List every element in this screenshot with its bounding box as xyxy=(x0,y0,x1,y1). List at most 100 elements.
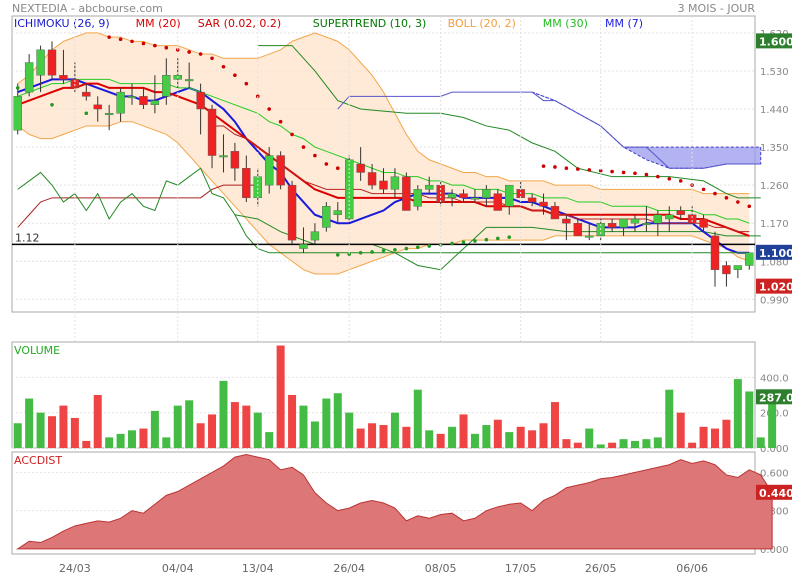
volume-bar xyxy=(516,426,525,448)
sar-dot xyxy=(15,86,20,90)
volume-bar xyxy=(379,425,388,448)
y-tick-label: 0.990 xyxy=(760,295,789,306)
y-tick-label: 0.000 xyxy=(760,545,789,556)
candle-body xyxy=(104,113,114,115)
candle-body xyxy=(310,231,320,241)
x-tick-label: 17/05 xyxy=(505,562,537,575)
candle-body xyxy=(299,244,308,249)
candle-body xyxy=(356,163,365,173)
candle-body xyxy=(367,172,377,186)
volume-bar xyxy=(116,433,125,448)
candle-body xyxy=(230,151,240,169)
sar-dot xyxy=(233,73,237,77)
sar-dot xyxy=(198,52,203,56)
sar-dot xyxy=(393,248,397,252)
y-tick-label: 1.170 xyxy=(760,219,789,230)
page-title: NEXTEDIA - abcbourse.com xyxy=(12,2,163,15)
volume-bar xyxy=(676,412,685,448)
series-line xyxy=(17,167,750,254)
x-tick-label: 26/04 xyxy=(333,562,365,575)
sar-dot xyxy=(598,168,603,173)
volume-bar xyxy=(219,380,228,448)
volume-bar xyxy=(688,442,697,448)
y-tick-label: 1.440 xyxy=(760,105,789,116)
sar-dot xyxy=(701,187,706,192)
sar-dot xyxy=(415,245,420,250)
candle-body xyxy=(287,184,297,241)
indicator-line xyxy=(337,91,761,169)
bollinger-line xyxy=(17,32,750,195)
sar-dot xyxy=(404,246,409,251)
candle-body xyxy=(539,201,548,207)
candle-body xyxy=(70,79,80,89)
candle-body xyxy=(527,197,537,203)
sar-dot xyxy=(370,250,374,254)
value-tag-label: 287.0 xyxy=(759,391,794,404)
legend-item: BOLL (20, 2) xyxy=(448,17,516,30)
volume-bar xyxy=(368,423,377,448)
candle-body xyxy=(390,176,400,190)
sar-dot xyxy=(667,177,672,181)
sar-dot xyxy=(50,103,54,107)
volume-bar xyxy=(299,405,308,448)
candle-body xyxy=(82,91,91,97)
candle-body xyxy=(36,49,45,76)
accdist-area xyxy=(16,454,773,550)
volume-bar xyxy=(288,395,297,448)
sar-dot xyxy=(381,248,386,253)
candle-body xyxy=(24,62,34,93)
sar-dot xyxy=(313,153,317,158)
volume-bar xyxy=(322,398,331,448)
candle-body xyxy=(722,265,731,275)
price-panel: 1.6201.5301.4401.3501.2601.1701.0800.990… xyxy=(11,15,794,313)
volume-bar xyxy=(722,419,731,448)
indicator-line xyxy=(234,214,761,271)
volume-bar xyxy=(310,421,319,448)
volume-bar xyxy=(550,402,559,448)
candle-body xyxy=(253,176,262,199)
candle-body xyxy=(710,235,720,270)
candle-body xyxy=(264,155,274,186)
price-tag-label: 1.600 xyxy=(759,35,794,48)
candle-body xyxy=(619,218,628,228)
volume-bar xyxy=(699,426,708,448)
candle-body xyxy=(116,91,125,114)
legend-item: ICHIMOKU (26, 9) xyxy=(14,17,110,30)
indicator-line xyxy=(257,45,761,199)
y-tick-label: 0.300 xyxy=(760,507,789,518)
volume-bar xyxy=(756,437,765,448)
candle-body xyxy=(425,184,434,190)
sar-dot xyxy=(84,111,89,116)
sar-dot xyxy=(644,172,649,177)
sar-dot xyxy=(301,145,306,149)
sar-dot xyxy=(335,166,340,171)
sar-dot xyxy=(473,239,477,243)
x-tick-label: 08/05 xyxy=(425,562,457,575)
volume-bar xyxy=(768,396,777,448)
x-tick-label: 26/05 xyxy=(585,562,617,575)
sar-dot xyxy=(335,253,340,257)
accdist-title: ACCDIST xyxy=(14,454,62,467)
sar-dot xyxy=(621,170,626,175)
volume-bar xyxy=(402,426,411,448)
candle-body xyxy=(585,235,594,238)
volume-bar xyxy=(642,439,651,448)
volume-bar xyxy=(208,414,217,448)
sar-dot xyxy=(153,43,157,48)
sar-dot xyxy=(678,179,683,183)
volume-bar xyxy=(573,442,582,448)
y-tick-label: 0.000 xyxy=(760,444,789,455)
candle-body xyxy=(482,189,491,199)
volume-bar xyxy=(528,430,537,448)
volume-bar xyxy=(653,437,662,448)
sar-dot xyxy=(610,169,614,174)
price-tag xyxy=(756,33,792,49)
candle-body xyxy=(493,193,503,211)
y-tick-label: 1.350 xyxy=(760,143,789,154)
candle-body xyxy=(607,222,617,228)
sar-dot xyxy=(541,164,546,168)
sar-dot xyxy=(553,165,557,169)
sar-dot xyxy=(587,168,592,172)
candle-body xyxy=(127,96,137,99)
